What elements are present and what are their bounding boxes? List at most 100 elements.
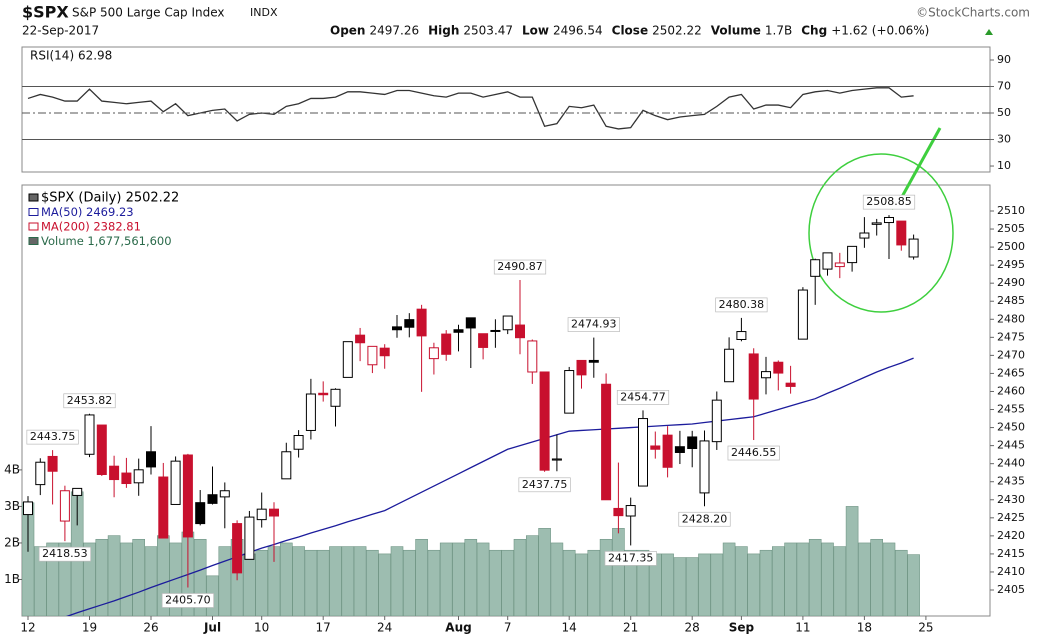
annotation-box [862, 194, 916, 210]
volume-bar [562, 549, 576, 616]
candle-body [318, 392, 329, 396]
volume-bar [378, 553, 392, 616]
annotation-box [678, 511, 731, 527]
volume-bar [784, 542, 797, 616]
annotation-box [161, 593, 214, 608]
rsi-tick-label: 70 [997, 80, 1011, 93]
volume-bar [575, 553, 588, 616]
volume-bar [452, 542, 465, 616]
rsi-plot [27, 87, 914, 130]
rsi-tick-label: 90 [997, 53, 1011, 66]
candle-body [761, 371, 771, 379]
volume-bar [870, 538, 884, 616]
candle-body [207, 494, 218, 504]
rsi-panel [21, 46, 991, 173]
candle-body [724, 348, 735, 383]
annotation-box [715, 297, 768, 313]
candle-body [810, 259, 821, 277]
volume-bar [476, 542, 490, 616]
annotation-box [604, 551, 657, 566]
candle-body [613, 507, 624, 517]
y-tick-label: 2425 [997, 511, 1025, 524]
y-tick-label: 2445 [997, 439, 1025, 452]
volume-bar [821, 542, 834, 616]
volume-bar [402, 549, 416, 616]
volume-bar [722, 542, 736, 616]
candle-body [662, 434, 673, 468]
annotation-box [63, 393, 116, 409]
candle-body [109, 465, 120, 481]
legend-label: Volume 1,677,561,600 [41, 234, 172, 248]
quote-value: 2503.47 [463, 24, 513, 38]
x-tick-label: Jul [203, 621, 221, 635]
candle-body [465, 317, 476, 329]
price-annotation: 2480.38 [719, 298, 765, 311]
y-tick-label: 2500 [997, 240, 1025, 253]
rsi-line [27, 87, 914, 130]
volume-bar [439, 542, 453, 616]
volume-bar [735, 546, 748, 616]
y-tick-label: 2440 [997, 457, 1025, 470]
y-tick-label: 2460 [997, 384, 1025, 397]
candle-body [588, 359, 599, 363]
candle-body [84, 414, 95, 455]
candle-body [330, 388, 341, 407]
volume-bar [771, 546, 785, 616]
candle-body [539, 371, 550, 471]
y-tick-label: 2405 [997, 583, 1025, 596]
x-tick-label: 10 [254, 621, 269, 635]
y-tick-label: 2420 [997, 529, 1025, 542]
candle-body [367, 345, 378, 366]
rsi-tick-label: 50 [997, 106, 1011, 119]
volume-bar [501, 549, 515, 616]
legend-label: MA(50) 2469.23 [41, 205, 134, 219]
quote-label: High [428, 24, 459, 38]
quote-value: 2496.54 [553, 24, 603, 38]
candle-body [687, 436, 698, 450]
legend-swatch [28, 222, 39, 231]
highlight-arrow [896, 127, 942, 205]
y2-tick-label: 1B [4, 572, 20, 586]
y-tick-label: 2450 [997, 421, 1025, 434]
exchange: INDX [250, 6, 278, 19]
quote-bar: Open 2497.26 High 2503.47 Low 2496.54 Close 250… [330, 24, 929, 38]
candle-body [269, 508, 279, 517]
price-annotation: 2454.77 [620, 390, 666, 403]
volume-bar [833, 546, 847, 616]
candle-body [490, 329, 501, 332]
quote-value: +1.62 (+0.06%) [831, 24, 929, 38]
price-annotation: 2453.82 [67, 394, 113, 407]
volume-bar [685, 557, 699, 616]
volume-bar [710, 553, 724, 616]
volume-bar [304, 549, 318, 616]
candle-body [638, 418, 648, 487]
y-tick-label: 2455 [997, 403, 1025, 416]
candle-body [527, 340, 538, 373]
volume-bar [538, 528, 551, 616]
annotation-box [616, 390, 670, 405]
price-plot [22, 215, 920, 616]
quote-value: 2502.22 [652, 24, 702, 38]
price-annotation: 2418.53 [42, 547, 88, 560]
volume-bar [858, 542, 871, 616]
annotation-box [38, 546, 92, 562]
volume-bar [329, 546, 342, 616]
y-tick-label: 2465 [997, 366, 1025, 379]
candle-body [392, 326, 402, 331]
volume-bar [120, 542, 133, 616]
candle-body [502, 315, 513, 331]
x-tick-label: 17 [316, 621, 331, 635]
candle-body [232, 523, 243, 574]
date: 22-Sep-2017 [22, 24, 99, 38]
candle-body [47, 455, 58, 472]
candle-body [699, 440, 710, 494]
candle-body [133, 469, 144, 484]
candle-body [551, 458, 562, 461]
x-tick-label: 14 [562, 621, 577, 635]
source: ©StockCharts.com [916, 6, 1030, 20]
y2-tick-label: 2B [4, 535, 20, 549]
candle-body [281, 451, 292, 480]
volume-bar [292, 546, 305, 616]
volume-bar [661, 553, 674, 616]
